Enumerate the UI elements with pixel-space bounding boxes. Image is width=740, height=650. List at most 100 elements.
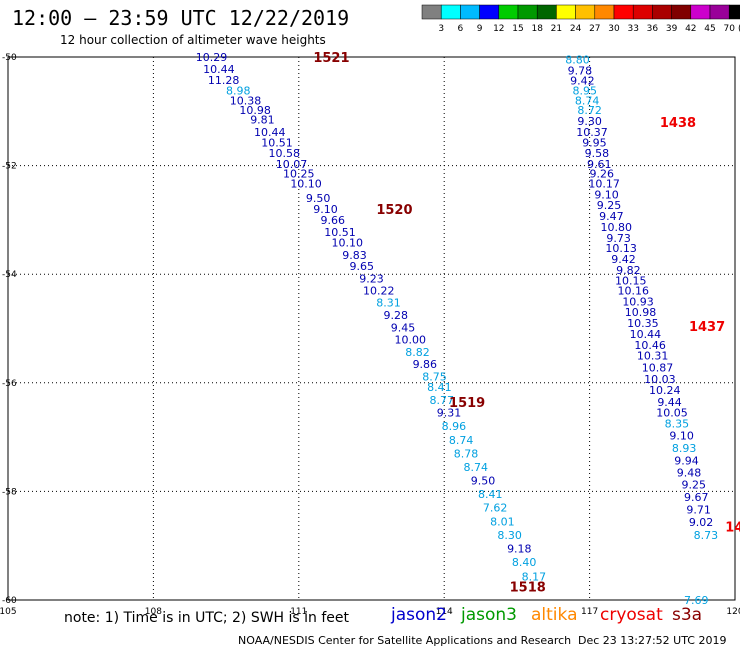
data-point-label: 9.48 [677, 466, 702, 479]
data-point-label: 8.17 [522, 571, 547, 584]
x-tick-label: 120 [726, 607, 740, 617]
data-point-label: 9.95 [582, 136, 607, 149]
data-point-label: 10.98 [239, 104, 271, 117]
track-annotations: 15211520151915181438143714361435 [313, 51, 740, 595]
data-point-label: 10.80 [601, 221, 633, 234]
y-tick-label: -56 [2, 379, 17, 389]
data-point-label: 9.42 [570, 74, 595, 87]
track-time-label: 1437 [689, 320, 725, 335]
data-point-label: 11.28 [208, 74, 240, 87]
data-point-label: 10.37 [576, 126, 608, 139]
data-point-label: 9.31 [437, 407, 462, 420]
data-point-label: 9.83 [342, 249, 367, 262]
data-point-label: 10.44 [203, 63, 235, 76]
colorbar-label: 30 [608, 24, 620, 34]
data-point-label: 9.82 [616, 264, 641, 277]
data-point-label: 8.77 [430, 394, 455, 407]
track-time-label: 1520 [376, 203, 412, 218]
data-point-label: 9.18 [507, 542, 532, 555]
data-point-label: 10.00 [395, 333, 427, 346]
data-point-label: 9.71 [686, 503, 711, 516]
data-point-label: 9.23 [359, 273, 384, 286]
colorbar-label: 42 [685, 24, 696, 34]
data-point-label: 8.93 [672, 442, 697, 455]
data-point-label: 10.51 [261, 136, 293, 149]
data-point-label: 10.07 [276, 158, 308, 171]
data-point-label: 10.24 [649, 384, 681, 397]
legend-s3a: s3a [672, 605, 703, 625]
data-point-label: 9.73 [606, 232, 631, 245]
y-tick-label: -50 [2, 53, 17, 63]
legend-jason2: jason2 [391, 605, 447, 625]
data-point-label: 10.25 [283, 168, 315, 181]
page-subtitle: 12 hour collection of altimeter wave hei… [60, 33, 326, 47]
data-point-label: 8.72 [577, 104, 602, 117]
data-point-label: 9.28 [383, 309, 408, 322]
data-point-label: 9.10 [669, 429, 694, 442]
colorbar-swatch [652, 4, 672, 20]
colorbar-swatch [594, 4, 615, 20]
colorbar-label: 27 [589, 24, 600, 34]
data-point-label: 10.22 [363, 284, 395, 297]
data-point-label: 10.58 [269, 147, 301, 160]
data-points: 10.2910.4411.288.9810.3810.989.8110.4410… [196, 51, 718, 607]
colorbar-label: 15 [512, 24, 523, 34]
colorbar-label: 33 [627, 24, 638, 34]
data-point-label: 8.35 [665, 418, 690, 431]
data-point-label: 10.16 [617, 284, 649, 297]
x-tick-label: 108 [145, 607, 162, 617]
timestamp-text: Dec 23 13:27:52 UTC 2019 [578, 634, 727, 647]
colorbar-swatch [690, 4, 711, 20]
data-point-label: 9.78 [568, 65, 593, 78]
data-point-label: 8.82 [405, 346, 430, 359]
colorbar-label: 39 [666, 24, 678, 34]
data-point-label: 9.50 [306, 192, 331, 205]
data-point-label: 8.41 [427, 381, 452, 394]
data-point-label: 8.74 [449, 434, 474, 447]
colorbar-swatch [421, 4, 442, 20]
data-point-label: 9.67 [684, 491, 709, 504]
page-title: 12:00 – 23:59 UTC 12/22/2019 [12, 6, 350, 30]
data-point-label: 7.69 [684, 594, 709, 607]
y-tick-label: -54 [2, 270, 17, 280]
data-point-label: 9.61 [587, 158, 612, 171]
data-point-label: 9.25 [682, 478, 707, 491]
data-point-label: 8.73 [694, 529, 719, 542]
data-point-label: 9.25 [597, 199, 622, 212]
axis-ticks: 105 108 111 114 117 120 -50 -52 -54 -56 -58 -60 [0, 53, 740, 617]
colorbar-label: 12 [493, 24, 504, 34]
data-point-label: 9.94 [674, 454, 699, 467]
data-point-label: 8.31 [376, 296, 401, 309]
data-point-label: 9.10 [594, 188, 619, 201]
colorbar-swatch [479, 4, 500, 20]
legend-altika: altika [531, 605, 578, 625]
x-tick-label: 105 [0, 607, 17, 617]
data-point-label: 9.47 [599, 210, 624, 223]
colorbar-label: 24 [570, 24, 582, 34]
y-tick-label: -60 [2, 596, 17, 606]
data-point-label: 10.93 [622, 295, 654, 308]
data-point-label: 9.26 [589, 168, 614, 181]
colorbar-label: 70 [723, 24, 735, 34]
data-point-label: 10.38 [230, 94, 262, 107]
data-point-label: 8.01 [490, 515, 515, 528]
data-point-label: 10.31 [637, 350, 669, 363]
data-point-label: 10.10 [332, 237, 364, 250]
data-point-label: 9.45 [391, 321, 416, 334]
credit-text: NOAA/NESDIS Center for Satellite Applica… [238, 634, 572, 647]
data-point-label: 9.66 [320, 214, 345, 227]
data-point-label: 10.44 [254, 126, 286, 139]
data-point-label: 9.30 [577, 115, 602, 128]
data-point-label: 8.98 [226, 85, 251, 98]
plot-frame [7, 56, 736, 601]
data-point-label: 8.30 [497, 529, 522, 542]
legend-jason3: jason3 [461, 605, 517, 625]
colorbar-swatch [556, 4, 576, 20]
data-point-label: 10.46 [634, 339, 666, 352]
x-tick-label: 111 [290, 607, 307, 617]
colorbar-label: 6 [458, 24, 464, 34]
data-point-label: 10.05 [656, 407, 688, 420]
colorbar-label: 9 [477, 24, 483, 34]
data-point-label: 10.13 [605, 242, 637, 255]
